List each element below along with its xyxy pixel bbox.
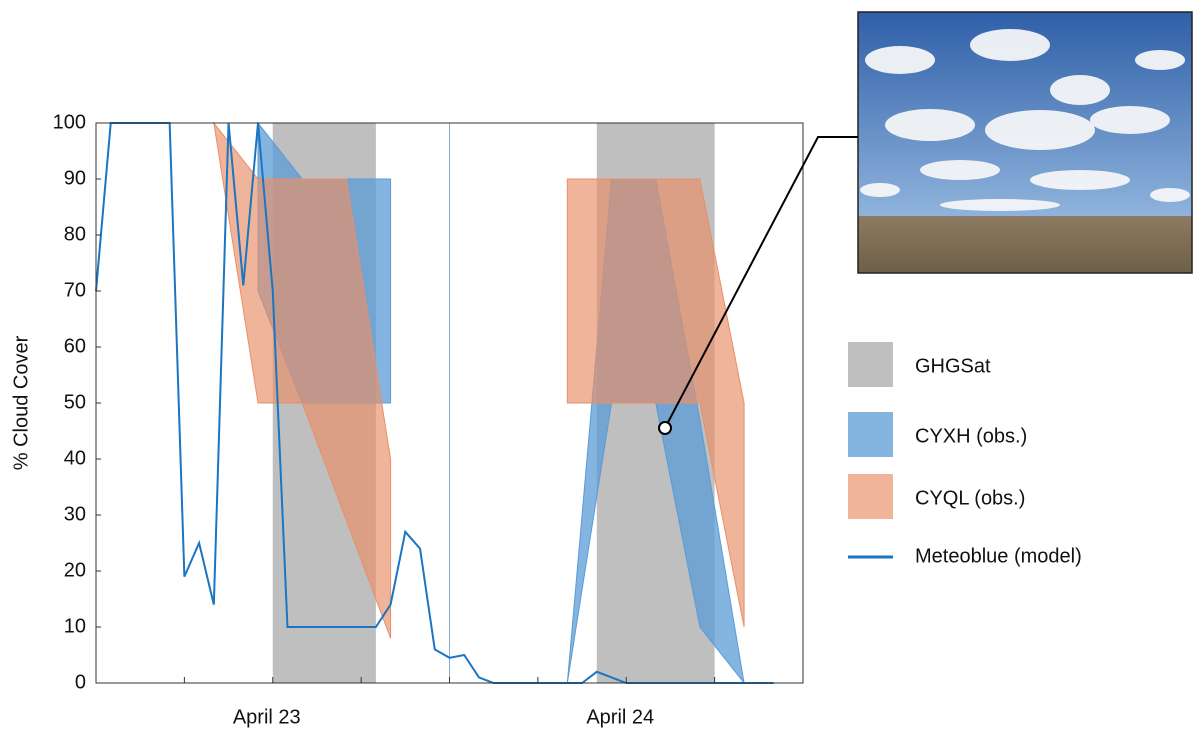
- legend-swatch: [848, 474, 893, 519]
- y-tick-label: 10: [64, 615, 86, 637]
- y-tick-label: 100: [53, 111, 86, 133]
- x-group-label: April 23: [233, 706, 301, 728]
- y-tick-label: 0: [75, 671, 86, 693]
- legend-label: CYQL (obs.): [915, 487, 1025, 509]
- y-tick-label: 90: [64, 167, 86, 189]
- y-tick-label: 60: [64, 335, 86, 357]
- legend-label: GHGSat: [915, 355, 991, 377]
- y-tick-label: 40: [64, 447, 86, 469]
- legend-swatch: [848, 342, 893, 387]
- legend-swatch: [848, 412, 893, 457]
- x-group-label: April 24: [586, 706, 654, 728]
- y-tick-label: 70: [64, 279, 86, 301]
- y-tick-label: 50: [64, 391, 86, 413]
- y-axis-label: % Cloud Cover: [10, 335, 32, 470]
- y-tick-label: 30: [64, 503, 86, 525]
- legend-label: Meteoblue (model): [915, 545, 1082, 567]
- photo-pointer: [659, 422, 671, 434]
- y-tick-label: 20: [64, 559, 86, 581]
- photo-inset: [858, 12, 1192, 273]
- chart: % Cloud Cover 0 10 20 30 40 50 60 70 80 90 100 Apri…: [0, 0, 1194, 735]
- y-tick-label: 80: [64, 223, 86, 245]
- legend-label: CYXH (obs.): [915, 425, 1027, 447]
